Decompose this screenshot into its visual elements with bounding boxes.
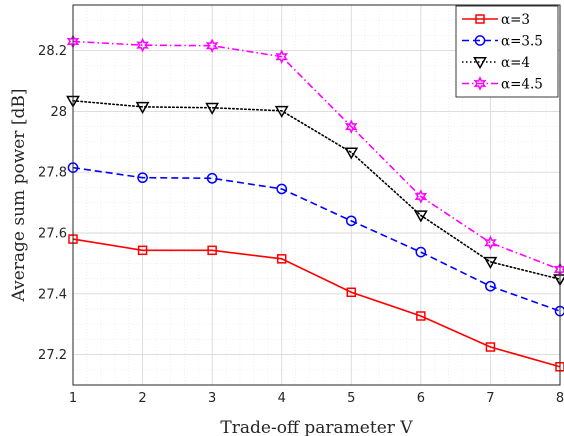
series-line <box>72 238 561 368</box>
legend-marker <box>474 35 486 46</box>
data-point <box>135 101 150 114</box>
x-axis-label: Trade-off parameter V <box>220 418 413 436</box>
data-point <box>205 38 219 53</box>
data-point <box>415 246 427 258</box>
legend-entry: α=3 <box>462 12 530 28</box>
series-group <box>66 34 564 372</box>
legend-label: α=3.5 <box>501 34 543 50</box>
data-point <box>553 274 564 287</box>
data-point <box>206 172 218 184</box>
data-point <box>346 287 357 298</box>
series-3 <box>66 95 564 287</box>
data-point <box>413 210 428 223</box>
y-tick-label: 28.2 <box>38 44 67 59</box>
data-point <box>276 183 288 195</box>
legend: α=3 α=3.5 α=4 α=4.5 <box>455 5 559 98</box>
y-tick-label: 27.4 <box>38 287 67 302</box>
data-point <box>485 342 496 352</box>
legend-marker <box>475 14 485 24</box>
data-point <box>483 256 498 269</box>
legend-marker <box>473 57 487 70</box>
y-axis-label: Average sum power [dB] <box>9 89 29 303</box>
data-point <box>276 254 287 264</box>
data-point <box>416 311 426 321</box>
legend-label: α=3 <box>501 12 530 28</box>
data-point <box>205 102 220 115</box>
legend-label: α=4 <box>501 55 530 71</box>
data-point <box>485 280 496 292</box>
series-1 <box>68 234 564 372</box>
data-point <box>484 235 497 250</box>
data-point <box>137 245 148 256</box>
data-point <box>345 215 357 227</box>
x-tick-label: 4 <box>278 391 286 406</box>
x-tick-label: 3 <box>208 391 216 406</box>
data-point <box>414 189 428 204</box>
y-tick-label: 27.6 <box>38 227 67 242</box>
legend-entry: α=3.5 <box>462 34 543 50</box>
x-tick-label: 1 <box>69 391 77 406</box>
data-point <box>275 49 288 64</box>
y-tick-label: 28 <box>50 105 67 120</box>
series-4 <box>66 34 564 277</box>
y-tick-label: 27.8 <box>38 166 67 181</box>
x-tick-label: 2 <box>138 391 146 406</box>
data-point <box>345 119 358 134</box>
x-tick-label: 5 <box>347 391 355 406</box>
x-tick-label: 8 <box>556 391 564 406</box>
data-point <box>136 37 149 53</box>
series-line <box>72 99 561 281</box>
data-point <box>137 172 148 184</box>
x-tick-label: 6 <box>417 391 425 406</box>
tick-labels: 1 2 3 4 5 6 7 8 27.2 27.4 27.6 27.8 28 28.2 <box>38 44 564 406</box>
legend-marker <box>473 76 487 91</box>
plot-frame <box>72 4 561 386</box>
data-point <box>207 245 217 256</box>
y-tick-label: 27.2 <box>38 348 67 363</box>
legend-label: α=4.5 <box>501 77 543 93</box>
legend-entry: α=4.5 <box>462 76 543 93</box>
data-point <box>274 105 289 118</box>
legend-box <box>455 5 559 98</box>
data-point <box>344 147 359 160</box>
x-tick-label: 7 <box>486 391 494 406</box>
legend-entry: α=4 <box>462 55 530 71</box>
series-line <box>72 166 561 312</box>
